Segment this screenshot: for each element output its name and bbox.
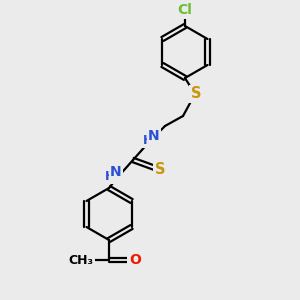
Text: H: H bbox=[143, 134, 153, 146]
Text: N: N bbox=[148, 129, 160, 143]
Text: S: S bbox=[155, 161, 165, 176]
Text: O: O bbox=[129, 253, 141, 267]
Text: Cl: Cl bbox=[178, 3, 192, 17]
Text: S: S bbox=[191, 86, 201, 101]
Text: CH₃: CH₃ bbox=[68, 254, 94, 266]
Text: N: N bbox=[110, 165, 122, 179]
Text: H: H bbox=[105, 169, 115, 182]
